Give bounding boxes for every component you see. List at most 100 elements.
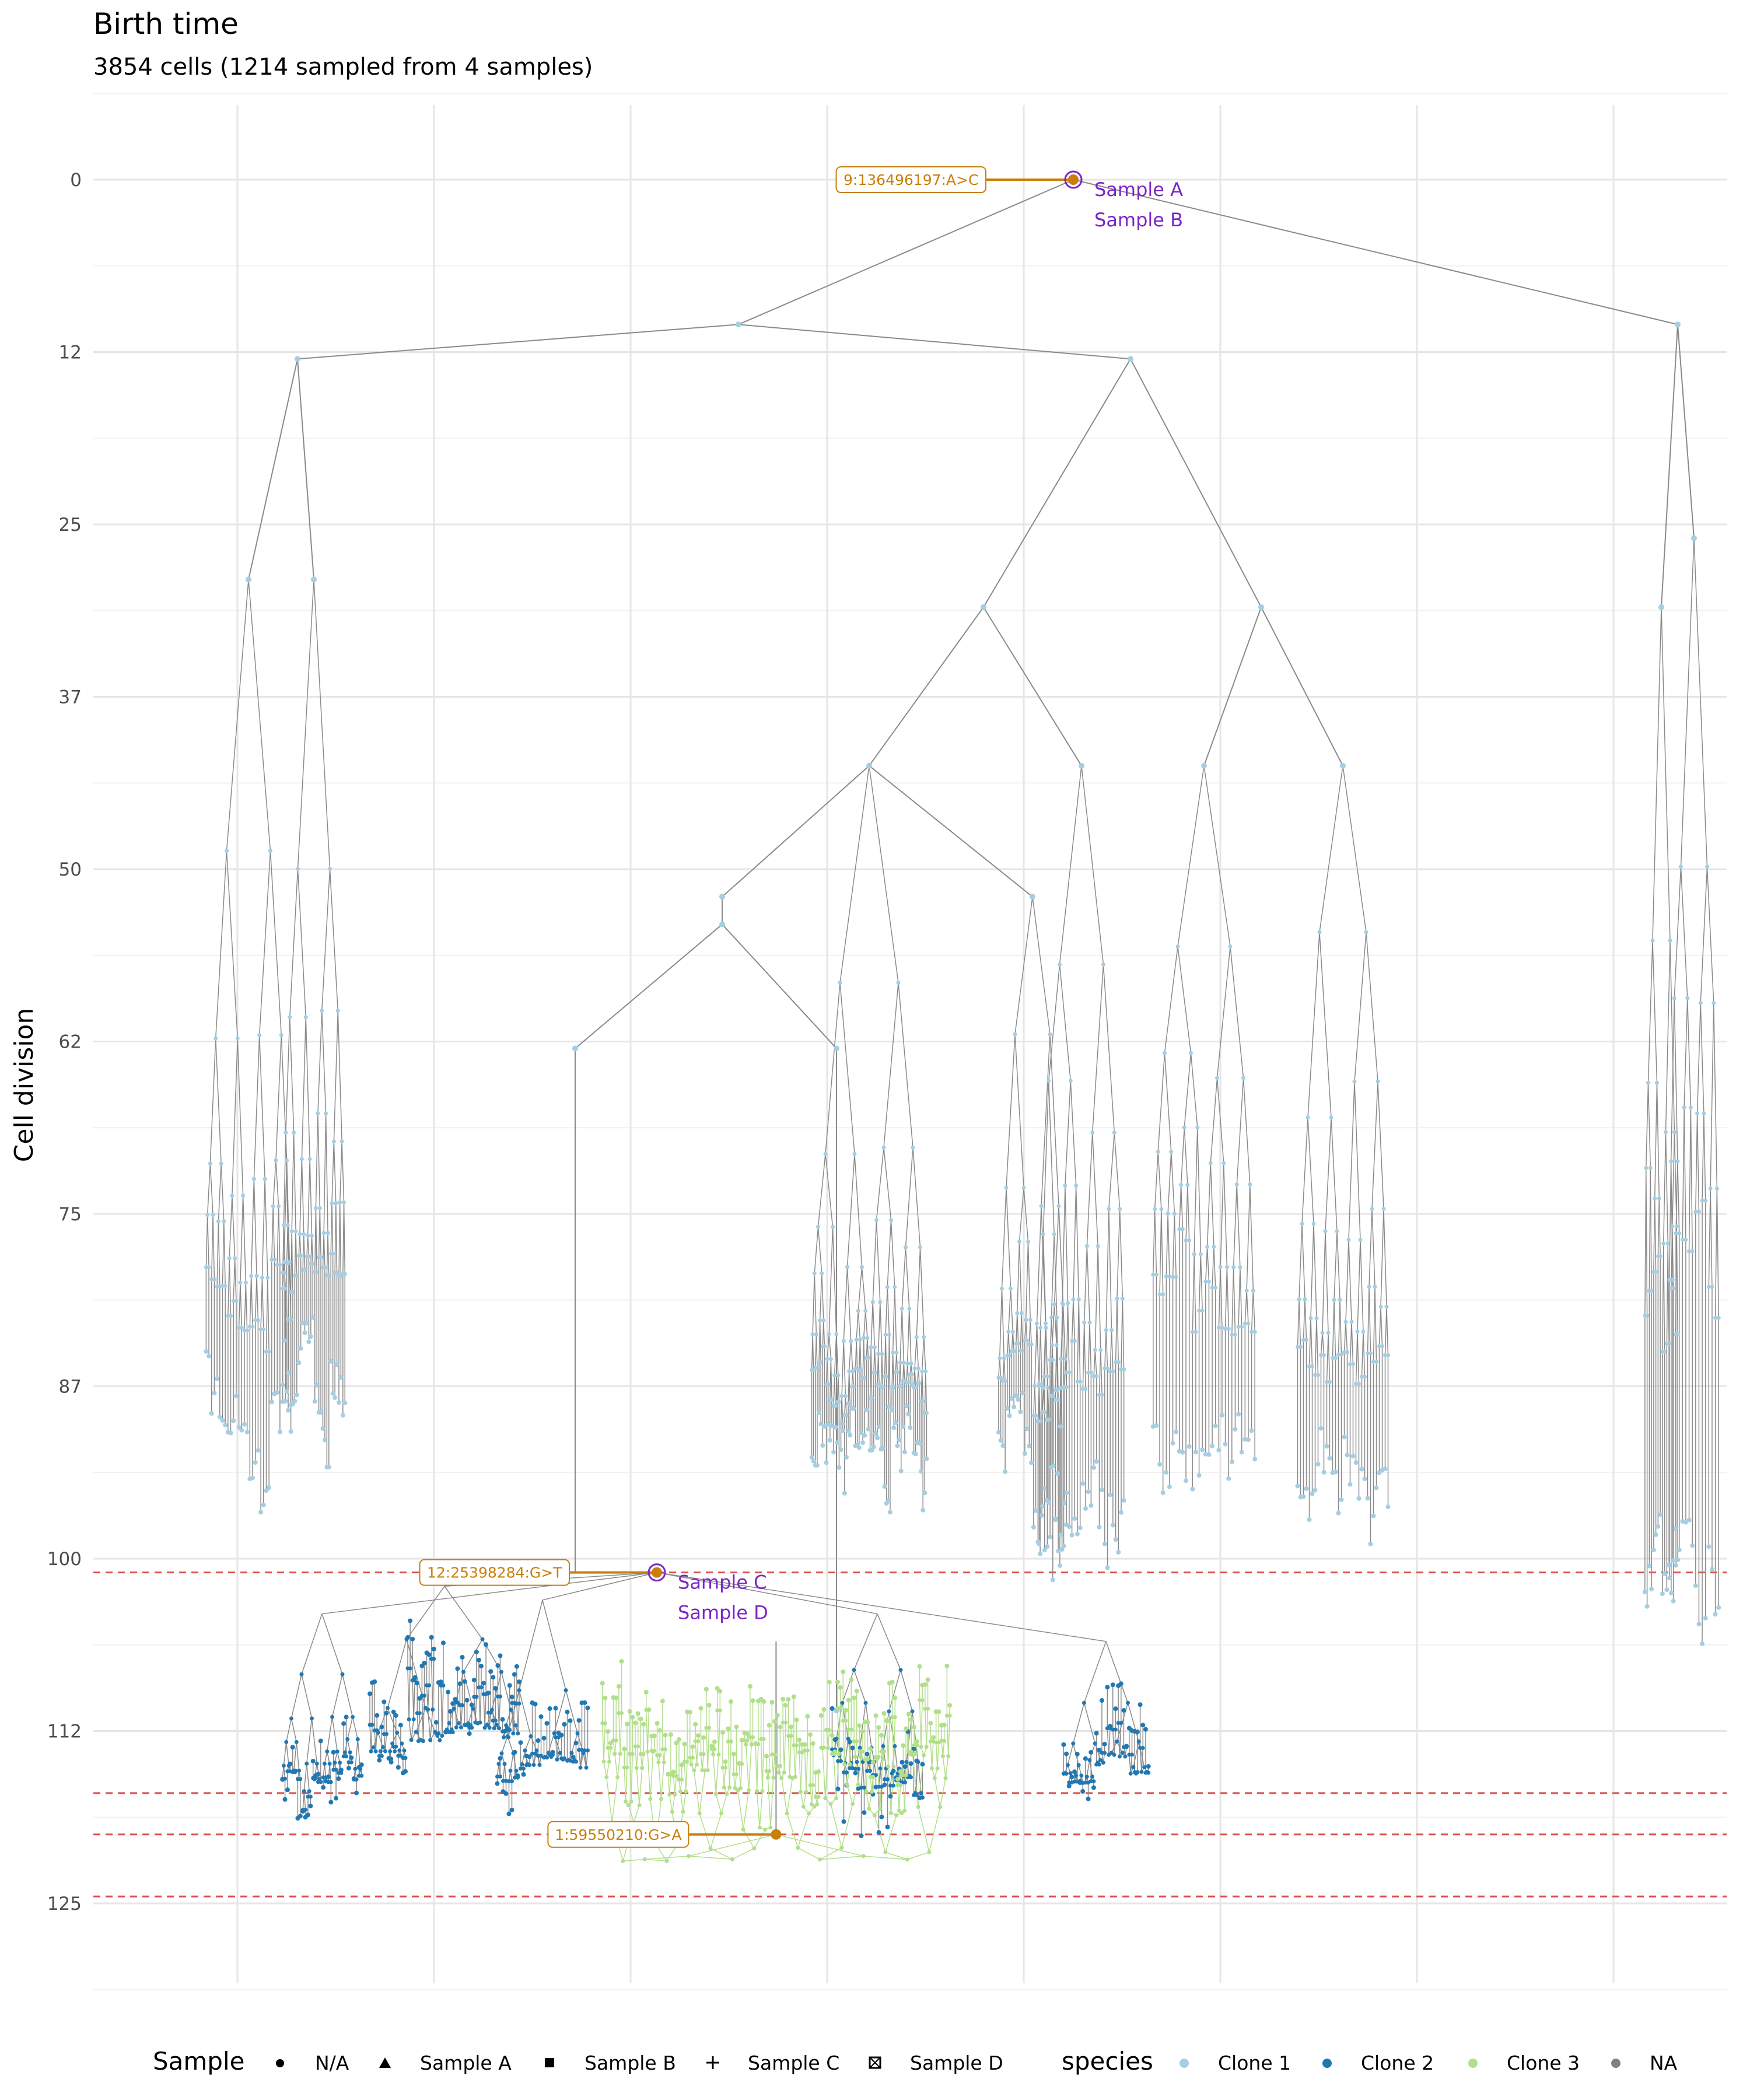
- cell-node: [1345, 1350, 1349, 1354]
- cell-node: [766, 1723, 772, 1728]
- branch: [1032, 897, 1051, 1035]
- branch: [825, 982, 841, 1154]
- cell-node: [708, 1846, 713, 1851]
- cell-node: [1349, 1320, 1354, 1324]
- branch: [667, 1774, 670, 1795]
- cell-node: [747, 1788, 751, 1793]
- cell-node: [920, 1762, 925, 1767]
- cell-node: [879, 1814, 884, 1819]
- branch: [504, 1763, 507, 1782]
- cell-node: [1175, 944, 1180, 949]
- cell-node: [320, 1426, 326, 1431]
- branch: [1700, 1003, 1704, 1114]
- branch: [319, 1208, 321, 1258]
- cell-node: [924, 1745, 929, 1749]
- cell-node: [1381, 1206, 1386, 1211]
- cell-node: [1083, 1506, 1088, 1511]
- cell-node: [278, 1262, 282, 1267]
- cell-node: [391, 1709, 396, 1714]
- branch: [622, 1859, 645, 1862]
- branch: [797, 1847, 820, 1860]
- cell-node: [308, 1804, 313, 1809]
- cell-node: [870, 1300, 875, 1304]
- cell-node: [1206, 1279, 1211, 1284]
- cell-node: [267, 1349, 271, 1354]
- branch: [276, 1206, 279, 1265]
- branch: [1180, 1127, 1185, 1185]
- branch: [827, 1334, 830, 1359]
- cell-node: [1093, 1741, 1097, 1746]
- cell-node: [843, 1394, 848, 1398]
- cell-node: [1223, 1326, 1228, 1331]
- branch: [1713, 1003, 1718, 1189]
- branch: [311, 1718, 317, 1764]
- branch: [1098, 1350, 1101, 1395]
- cell-node: [851, 1406, 856, 1411]
- sample-label: Sample B: [1094, 209, 1183, 231]
- cell-node: [1012, 1404, 1017, 1409]
- cell-node: [373, 1749, 378, 1754]
- cell-node: [863, 1308, 868, 1313]
- branch: [1051, 1234, 1055, 1318]
- cell-node: [555, 1757, 559, 1762]
- branch: [601, 1723, 604, 1762]
- cell-node: [507, 1779, 511, 1783]
- branch: [1654, 1083, 1658, 1199]
- cell-node: [1151, 1272, 1156, 1277]
- cell-node: [870, 1759, 876, 1765]
- cell-node: [713, 1791, 718, 1796]
- cell-node: [761, 1699, 766, 1704]
- cell-node: [872, 1345, 877, 1350]
- cell-node: [922, 1682, 928, 1687]
- cell-node: [298, 1814, 303, 1819]
- cell-node: [930, 1735, 936, 1740]
- cell-node: [335, 1749, 340, 1754]
- cell-node: [495, 1781, 500, 1786]
- cell-node: [1355, 1329, 1360, 1334]
- cell-node: [749, 1742, 754, 1747]
- branch: [1674, 866, 1682, 999]
- branch: [209, 1038, 216, 1164]
- cell-node: [279, 1033, 284, 1038]
- branch: [900, 1362, 902, 1387]
- cell-node: [603, 1695, 608, 1700]
- cell-node: [331, 1749, 336, 1755]
- branch: [1060, 1359, 1063, 1427]
- cell-node: [648, 1797, 653, 1801]
- sample-node-ring: [1064, 170, 1083, 189]
- cell-node: [1350, 1454, 1356, 1459]
- cell-node: [817, 1857, 822, 1862]
- legend-item-species: Clone 3: [1507, 2052, 1580, 2074]
- cell-node: [898, 1783, 903, 1787]
- branch: [723, 1768, 726, 1788]
- branch: [1322, 1231, 1326, 1333]
- branch: [323, 1233, 326, 1268]
- cell-node: [888, 1405, 892, 1409]
- cell-node: [859, 1786, 863, 1790]
- branch: [248, 579, 271, 851]
- branch: [1008, 1289, 1012, 1332]
- cell-node: [1115, 1296, 1119, 1301]
- cell-node: [1164, 1469, 1169, 1475]
- cell-node: [1090, 1130, 1095, 1135]
- branch: [722, 1768, 725, 1788]
- cell-node: [1230, 1332, 1234, 1337]
- branch: [496, 1763, 499, 1777]
- cell-node: [456, 1721, 461, 1726]
- cell-node: [284, 1130, 288, 1135]
- cell-node: [614, 1738, 618, 1743]
- branch: [945, 1756, 949, 1779]
- cell-node: [1066, 1301, 1070, 1306]
- cell-node: [1116, 1360, 1121, 1364]
- cell-node: [379, 1724, 384, 1730]
- cell-node: [230, 1194, 235, 1198]
- cell-node: [849, 1339, 853, 1343]
- cell-node: [1084, 1774, 1089, 1779]
- cell-node: [1071, 1741, 1076, 1746]
- cell-node: [850, 1369, 855, 1374]
- cell-node: [915, 1793, 919, 1797]
- cell-node: [678, 1789, 682, 1794]
- cell-node: [604, 1775, 609, 1780]
- branch: [1067, 1743, 1074, 1766]
- cell-node: [564, 1688, 568, 1693]
